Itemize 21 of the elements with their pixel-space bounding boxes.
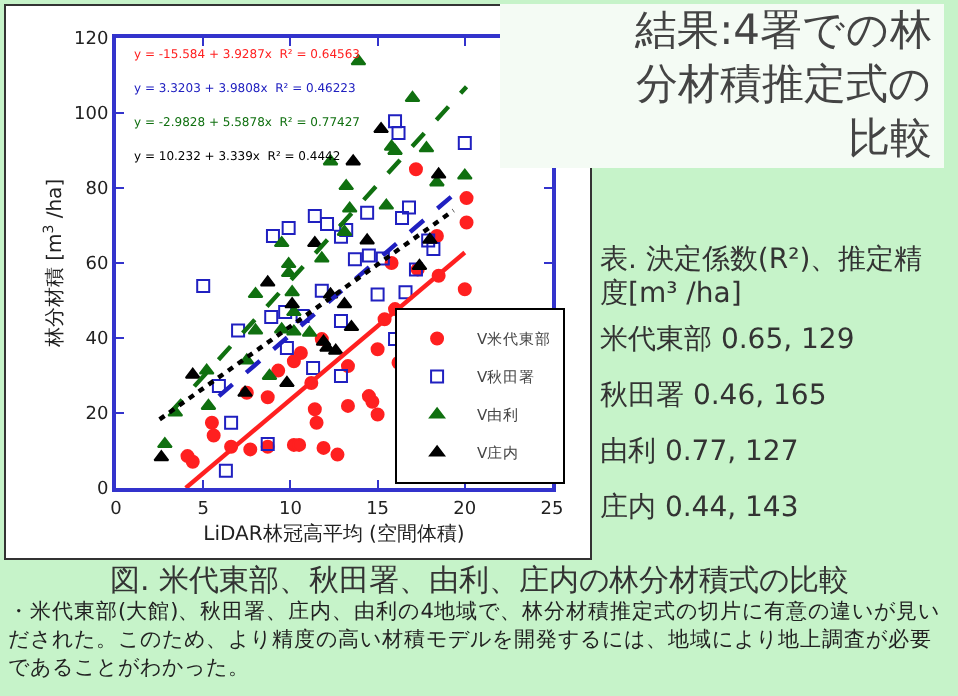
x-axis-title: LiDAR林冠高平均 (空間体積) (203, 521, 465, 546)
x-tick-label: 10 (278, 499, 303, 520)
x-tick-label: 20 (453, 499, 477, 520)
x-tick-label: 25 (540, 499, 564, 520)
text: 庄内 0.44, 143 (600, 492, 801, 526)
x-tick-label: 0 (110, 499, 123, 520)
y-tick-label: 60 (85, 255, 109, 276)
x-tick-label: 5 (197, 499, 209, 520)
text: 秋田署 0.46, 165 (600, 380, 829, 414)
x-tick-label: 15 (366, 499, 390, 520)
y-tick-label: 20 (85, 405, 109, 426)
text: 表. 決定係数(R²)、推定精度[m³ /ha] (600, 244, 925, 312)
text: 図. 米代東部、秋田署、由利、庄内の林分材積式の比較 (110, 562, 850, 600)
y-tick-label: 100 (74, 105, 109, 126)
text: 米代東部 0.65, 129 (600, 324, 857, 358)
y-tick-label: 80 (85, 180, 109, 201)
text: 由利 0.77, 127 (600, 436, 801, 470)
y-tick-label: 0 (96, 480, 109, 501)
y-tick-label: 120 (74, 30, 109, 51)
text: ・米代東部(大館)、秋田署、庄内、由利の4地域で、林分材積推定式の切片に有意の違いが見いだされた。このため、より精度の高い材積モデルを開発するには、地域により地上調査が必要であることがわかった。 (8, 598, 942, 682)
y-tick-label: 40 (85, 330, 109, 351)
